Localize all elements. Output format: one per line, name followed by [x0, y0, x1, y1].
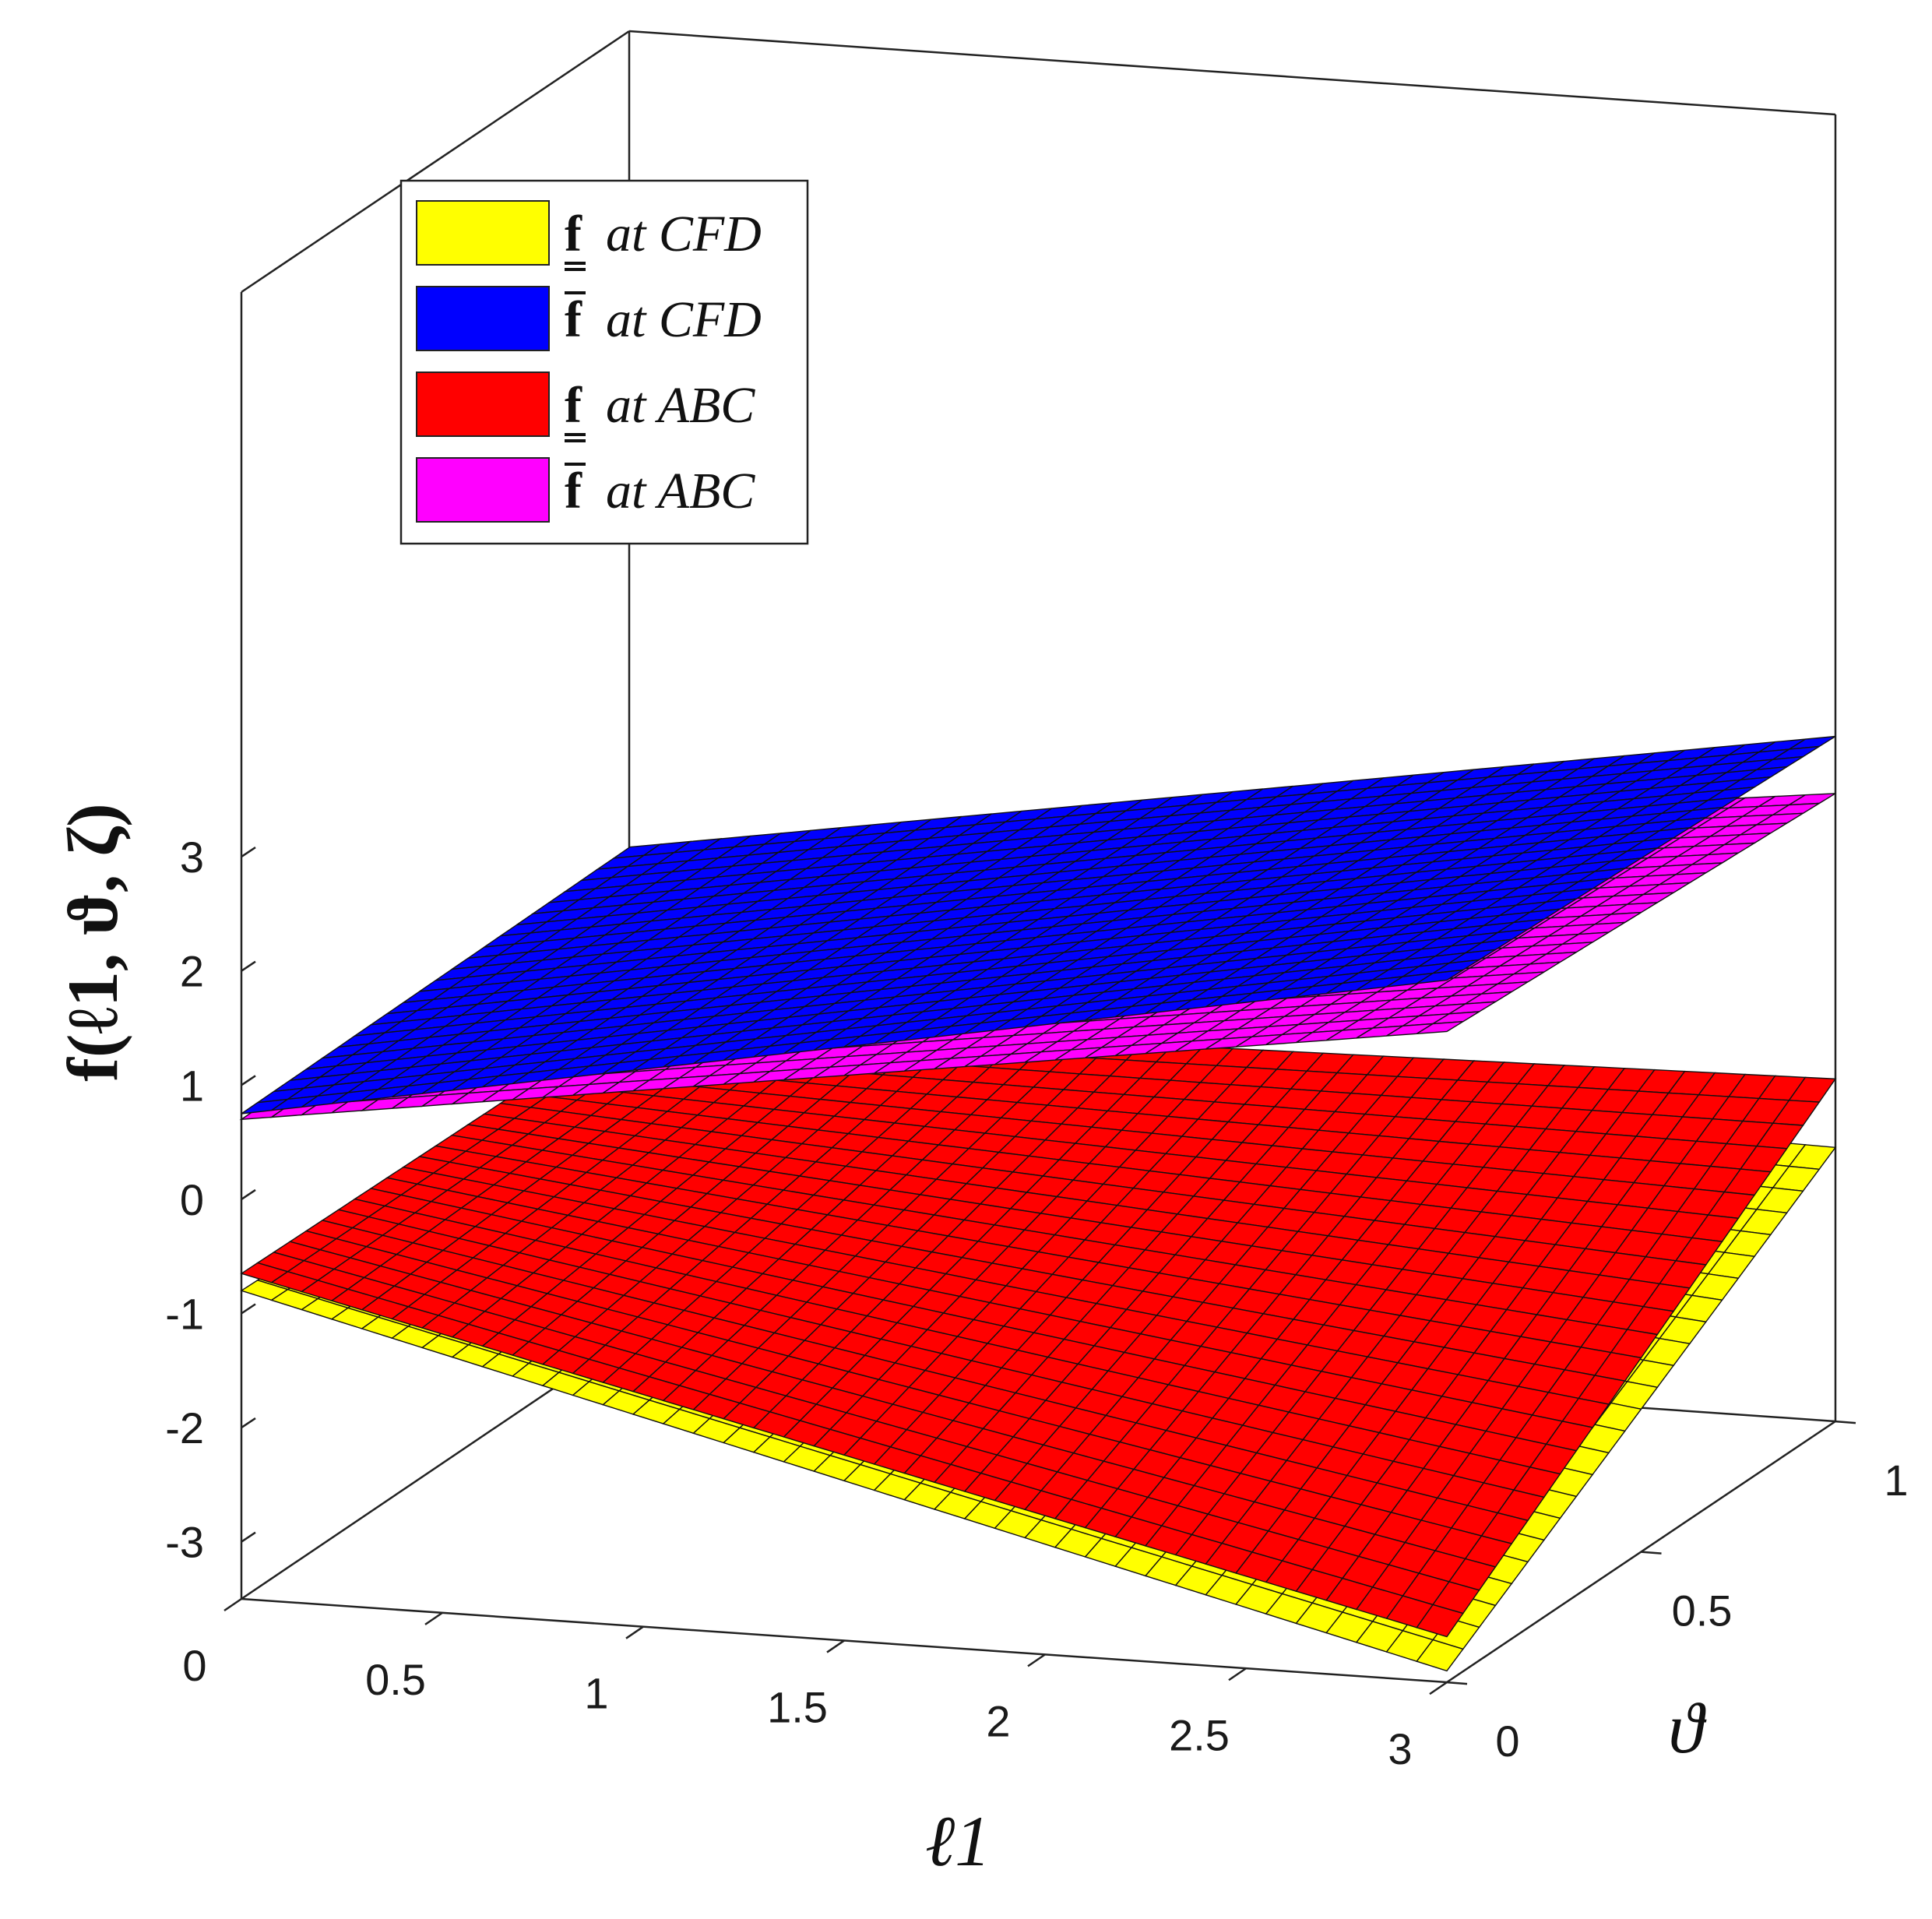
- x-tick-label: 0: [182, 1641, 206, 1690]
- surface-cell: [1416, 1021, 1464, 1034]
- x-tick-label: 1: [584, 1669, 608, 1718]
- z-tick-label: 0: [180, 1175, 204, 1224]
- z-tick-label: -3: [165, 1518, 204, 1567]
- box-edge-top-left: [241, 30, 630, 294]
- z-tick-mark: [241, 960, 256, 972]
- z-tick-mark: [241, 1188, 256, 1200]
- x-tick-mark: [826, 1639, 845, 1653]
- legend-label: at CFD: [606, 206, 762, 262]
- surface-cell: [1416, 1639, 1464, 1672]
- x-tick-label: 2.5: [1169, 1710, 1230, 1759]
- x-axis-label: ℓ1: [925, 1801, 991, 1881]
- legend-symbol: f: [565, 206, 582, 262]
- box-edge-top-back: [628, 30, 1836, 116]
- x-tick-mark: [1429, 1681, 1448, 1695]
- legend: f at CFD f at CFD f at ABC f at ABC: [399, 179, 809, 545]
- surface-cell: [1416, 969, 1464, 984]
- x-tick-mark: [625, 1625, 644, 1639]
- y-axis-line: [1446, 1420, 1836, 1684]
- z-tick-mark: [241, 1075, 256, 1086]
- z-tick-label: -1: [165, 1290, 204, 1339]
- z-tick-label: -2: [165, 1403, 204, 1452]
- y-tick-label: 0: [1495, 1717, 1519, 1766]
- x-axis-label-symbol: ℓ1: [925, 1801, 991, 1881]
- legend-label: at ABC: [606, 463, 755, 519]
- y-axis-label: ϑ: [1668, 1688, 1707, 1768]
- x-tick-mark: [1027, 1653, 1046, 1667]
- z-tick-label: 1: [180, 1061, 204, 1110]
- z-axis-ticks: -3 -2 -1 0 1 2 3: [165, 833, 256, 1567]
- legend-label: at CFD: [606, 291, 762, 348]
- z-tick-mark: [241, 1303, 256, 1315]
- legend-swatch: [416, 286, 550, 351]
- x-tick-label: 3: [1388, 1724, 1412, 1773]
- x-tick-label: 1.5: [767, 1683, 828, 1732]
- y-tick-label: 1: [1884, 1456, 1908, 1505]
- legend-symbol: f: [565, 377, 582, 434]
- y-axis-ticks: 00.51: [1446, 1420, 1909, 1766]
- legend-swatch: [416, 371, 550, 437]
- z-tick-mark: [241, 847, 256, 858]
- z-tick-mark: [241, 1417, 256, 1429]
- x-axis-ticks: 0 0.5 1 1.5 2 2.5 3: [182, 1597, 1448, 1773]
- surface-cell: [1416, 1604, 1464, 1638]
- x-tick-label: 2: [986, 1696, 1010, 1745]
- x-tick-mark: [223, 1597, 242, 1612]
- z-axis-label: f(ℓ1, ϑ, ζ): [53, 803, 132, 1082]
- legend-symbol: f: [565, 291, 582, 348]
- legend-label: at ABC: [606, 377, 755, 434]
- x-tick-mark: [1228, 1667, 1247, 1681]
- legend-symbol: f: [565, 463, 582, 519]
- legend-swatch: [416, 457, 550, 523]
- surfaces: [239, 735, 1837, 1672]
- z-tick-label: 2: [180, 947, 204, 996]
- y-tick-mark: [1641, 1551, 1662, 1555]
- legend-swatch: [416, 200, 550, 266]
- z-tick-mark: [241, 1531, 256, 1543]
- surface-at-cfd-overline: [241, 735, 1836, 1114]
- x-axis-line: [241, 1597, 1448, 1684]
- y-tick-mark: [1835, 1420, 1856, 1424]
- surface-at-abc-underline: [240, 1017, 1837, 1638]
- x-tick-mark: [424, 1611, 443, 1625]
- z-tick-label: 3: [180, 833, 204, 882]
- y-tick-mark: [1446, 1681, 1468, 1685]
- y-tick-label: 0.5: [1672, 1586, 1733, 1636]
- x-tick-label: 0.5: [365, 1655, 426, 1704]
